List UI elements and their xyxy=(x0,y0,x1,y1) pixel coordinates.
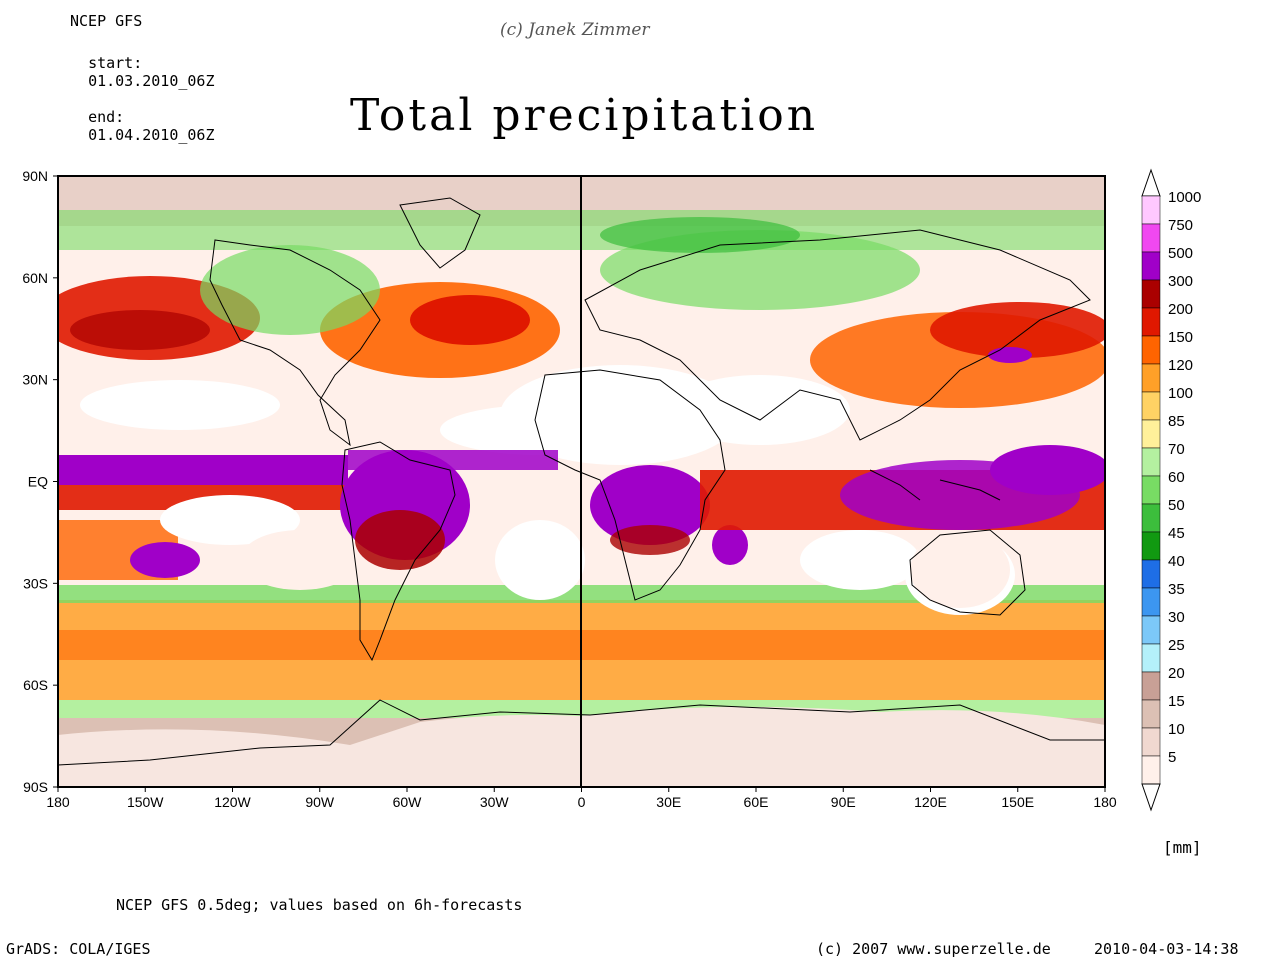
legend-level-label: 70 xyxy=(1168,441,1185,458)
end-label: end: xyxy=(88,108,125,126)
color-legend: 1000 750 500 300 200 150 120 100 85 70 60 50 45 40 35 3… xyxy=(1141,168,1201,812)
lon-label: 180 xyxy=(46,794,70,810)
legend-level-label: 120 xyxy=(1168,357,1193,374)
legend-level-label: 200 xyxy=(1168,301,1193,318)
lat-label: 60S xyxy=(23,677,48,693)
lon-label: 150W xyxy=(127,794,164,810)
lon-label: 90E xyxy=(831,794,856,810)
legend-level-label: 15 xyxy=(1168,693,1185,710)
lon-label: 0 xyxy=(578,794,586,810)
legend-level-label: 100 xyxy=(1168,385,1193,402)
legend-swatch xyxy=(1141,671,1161,701)
start-label: start: xyxy=(88,54,143,72)
legend-level-label: 85 xyxy=(1168,413,1185,430)
legend-swatch xyxy=(1141,335,1161,365)
header-source: NCEP GFS xyxy=(70,12,143,30)
legend-level-label: 150 xyxy=(1168,329,1193,346)
legend-swatch xyxy=(1141,391,1161,421)
start-date: 01.03.2010_06Z xyxy=(88,72,215,90)
legend-arrow-top xyxy=(1141,168,1161,197)
legend-level-label: 30 xyxy=(1168,609,1185,626)
header-period: start: 01.03.2010_06Z end: 01.04.2010_06… xyxy=(70,36,215,144)
footer-grads: GrADS: COLA/IGES xyxy=(6,940,151,958)
legend-swatch xyxy=(1141,307,1161,337)
legend-swatch xyxy=(1141,699,1161,729)
author-credit: (c) Janek Zimmer xyxy=(500,20,650,40)
lon-label: 60W xyxy=(393,794,423,810)
end-date: 01.04.2010_06Z xyxy=(88,126,215,144)
lon-label: 30W xyxy=(480,794,510,810)
legend-swatch xyxy=(1141,447,1161,477)
coastlines xyxy=(57,197,1105,766)
legend-level-label: 45 xyxy=(1168,525,1185,542)
footer-note: NCEP GFS 0.5deg; values based on 6h-fore… xyxy=(116,896,523,914)
footer-timestamp: 2010-04-03-14:38 xyxy=(1094,940,1239,958)
legend-swatch xyxy=(1141,755,1161,785)
map-title: Total precipitation xyxy=(350,90,819,141)
legend-level-label: 300 xyxy=(1168,273,1193,290)
legend-unit: [mm] xyxy=(1163,838,1202,857)
legend-level-label: 500 xyxy=(1168,245,1193,262)
lat-label: EQ xyxy=(28,474,48,490)
latitude-axis: 90N 60N 30N EQ 30S 60S 90S xyxy=(22,168,58,795)
legend-swatch xyxy=(1141,419,1161,449)
lon-label: 120W xyxy=(214,794,251,810)
lon-label: 180 xyxy=(1093,794,1117,810)
legend-swatch xyxy=(1141,503,1161,533)
legend-swatch xyxy=(1141,727,1161,757)
lon-label: 120E xyxy=(914,794,947,810)
legend-swatch xyxy=(1141,587,1161,617)
legend-swatch xyxy=(1141,559,1161,589)
legend-level-label: 1000 xyxy=(1168,189,1201,206)
legend-swatch xyxy=(1141,615,1161,645)
legend-level-label: 20 xyxy=(1168,665,1185,682)
legend-level-label: 35 xyxy=(1168,581,1185,598)
legend-level-label: 750 xyxy=(1168,217,1193,234)
lat-label: 30S xyxy=(23,575,48,591)
legend-swatch xyxy=(1141,223,1161,253)
legend-level-label: 40 xyxy=(1168,553,1185,570)
footer-site: (c) 2007 www.superzelle.de xyxy=(816,940,1051,958)
legend-swatch xyxy=(1141,531,1161,561)
legend-swatch xyxy=(1141,251,1161,281)
legend-swatch xyxy=(1141,195,1161,225)
legend-level-label: 60 xyxy=(1168,469,1185,486)
legend-level-label: 50 xyxy=(1168,497,1185,514)
lon-label: 30E xyxy=(656,794,681,810)
lon-label: 150E xyxy=(1001,794,1034,810)
lat-label: 90S xyxy=(23,779,48,795)
legend-swatch xyxy=(1141,643,1161,673)
legend-level-label: 5 xyxy=(1168,749,1176,766)
legend-level-label: 25 xyxy=(1168,637,1185,654)
lon-label: 90W xyxy=(305,794,335,810)
lat-label: 90N xyxy=(22,168,48,184)
lat-label: 30N xyxy=(22,372,48,388)
legend-swatch xyxy=(1141,363,1161,393)
precipitation-field xyxy=(58,176,1105,787)
lon-label: 60E xyxy=(744,794,769,810)
legend-arrow-bottom xyxy=(1141,783,1161,812)
legend-level-label: 10 xyxy=(1168,721,1185,738)
lat-label: 60N xyxy=(22,270,48,286)
legend-swatch xyxy=(1141,475,1161,505)
legend-swatch xyxy=(1141,279,1161,309)
longitude-axis: 180 150W 120W 90W 60W 30W 0 30E 60E 90E 120E 150E 18… xyxy=(46,787,1117,810)
